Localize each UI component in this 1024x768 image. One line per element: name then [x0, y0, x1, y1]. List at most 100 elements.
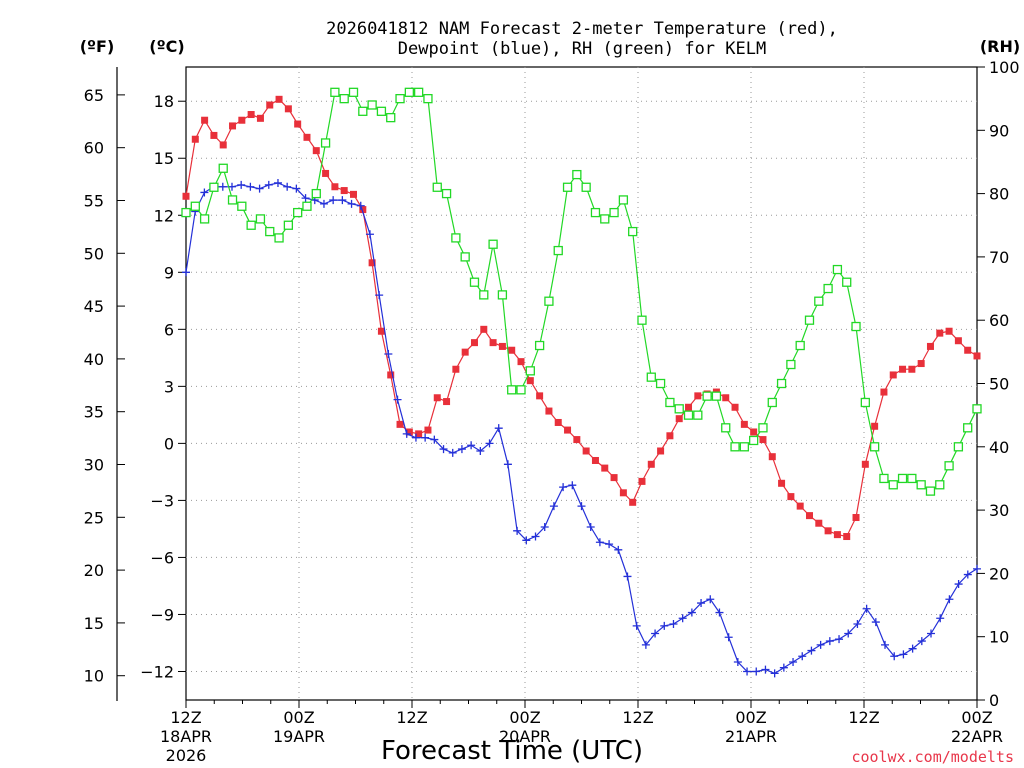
- rh-point: [888, 480, 898, 490]
- rh-point: [730, 442, 740, 452]
- dewpoint-point: [402, 429, 411, 438]
- temperature-point: [694, 392, 702, 400]
- x-tick-date-label: 19APR: [273, 727, 325, 746]
- rh-point: [823, 283, 833, 294]
- rh-point: [786, 359, 796, 370]
- rh-point: [302, 201, 312, 211]
- temperature-point: [526, 377, 534, 385]
- temperature-point: [191, 135, 199, 143]
- rh-point: [255, 214, 266, 224]
- fahrenheit-tick-label: 40: [84, 350, 104, 369]
- rh-point: [404, 87, 414, 97]
- rh-tick-label: 10: [989, 628, 1009, 647]
- chart-title-line1: 2026041812 NAM Forecast 2-meter Temperat…: [326, 19, 838, 39]
- rh-point: [963, 423, 973, 433]
- temperature-point: [629, 498, 637, 506]
- dewpoint-point: [945, 595, 954, 604]
- rh-point: [497, 290, 508, 300]
- fahrenheit-tick-label: 45: [84, 297, 104, 316]
- dewpoint-point: [770, 669, 779, 678]
- plot-frame: [185, 66, 978, 701]
- temperature-point: [340, 187, 348, 195]
- dewpoint-point: [973, 564, 981, 573]
- dewpoint-point: [264, 180, 273, 189]
- temperature-point: [917, 360, 925, 368]
- temperature-point: [666, 432, 674, 440]
- temperature-point: [647, 460, 655, 468]
- temperature-point: [582, 447, 590, 455]
- dewpoint-point: [393, 395, 402, 404]
- dewpoint-point: [605, 540, 614, 549]
- temperature-point: [294, 120, 302, 128]
- dewpoint-point: [789, 657, 798, 666]
- rh-point: [525, 366, 535, 376]
- series-layer: [181, 87, 982, 678]
- rh-point: [851, 321, 861, 332]
- rh-tick-label: 80: [989, 185, 1009, 204]
- fahrenheit-tick-label: 20: [84, 561, 104, 580]
- temperature-point: [954, 337, 962, 345]
- temperature-point: [945, 327, 953, 335]
- rh-point: [749, 435, 759, 446]
- celsius-tick-label: 9: [164, 263, 174, 282]
- dewpoint-point: [503, 460, 512, 469]
- dewpoint-point: [485, 439, 494, 448]
- fahrenheit-tick-label: 55: [84, 191, 104, 210]
- dewpoint-point: [687, 608, 696, 617]
- temperature-point: [229, 122, 237, 130]
- dewpoint-point: [356, 201, 365, 210]
- temperature-point: [452, 365, 460, 373]
- rh-point: [320, 138, 331, 148]
- temperature-point: [601, 464, 609, 472]
- dewpoint-point: [421, 433, 430, 442]
- dewpoint-point: [835, 635, 844, 644]
- dewpoint-point: [927, 629, 936, 638]
- rh-point: [376, 106, 387, 116]
- temperature-point: [377, 327, 385, 335]
- temperature-point: [536, 392, 544, 400]
- fahrenheit-tick-label: 10: [84, 667, 104, 686]
- x-tick-hour-label: 12Z: [622, 708, 653, 727]
- grid-lines: [186, 67, 977, 700]
- dewpoint-point: [743, 667, 752, 676]
- dewpoint-point: [237, 180, 246, 189]
- temperature-point: [908, 365, 916, 373]
- rh-point: [693, 410, 703, 420]
- temperature-point: [778, 479, 786, 487]
- celsius-tick-label: −12: [140, 662, 174, 681]
- rh-point: [953, 442, 964, 452]
- temperature-point: [750, 428, 758, 436]
- temperature-point: [266, 101, 274, 109]
- rh-point: [600, 214, 610, 224]
- temperature-point: [405, 428, 413, 436]
- rh-point: [674, 404, 684, 414]
- dewpoint-point: [273, 178, 282, 187]
- rh-point: [488, 239, 498, 249]
- celsius-tick-label: −3: [150, 491, 174, 510]
- rh-point: [460, 252, 470, 262]
- dewpoint-point: [283, 182, 292, 191]
- temperature-point: [387, 371, 395, 379]
- temperature-point: [815, 519, 823, 527]
- dewpoint-point: [411, 433, 420, 442]
- rh-point: [897, 473, 908, 484]
- dewpoint-point: [329, 196, 338, 205]
- axis-ticks: 1815129630−3−6−9−12656055504540353025201…: [84, 58, 1020, 765]
- temperature-line: [185, 98, 978, 538]
- dewpoint-point: [365, 230, 374, 239]
- celsius-tick-label: 6: [164, 320, 174, 339]
- x-tick-hour-label: 00Z: [283, 708, 314, 727]
- rh-point: [907, 473, 917, 484]
- rh-point: [916, 480, 926, 490]
- dewpoint-point: [825, 637, 834, 646]
- rh-point: [814, 296, 824, 306]
- dewpoint-point: [522, 536, 531, 545]
- dewpoint-point: [540, 523, 549, 532]
- rh-point: [190, 201, 200, 211]
- temperature-point: [312, 147, 320, 155]
- rh-tick-label: 50: [989, 375, 1009, 394]
- temperature-point: [805, 512, 813, 520]
- temperature-point: [889, 371, 897, 379]
- celsius-tick-label: 0: [164, 434, 174, 453]
- dewpoint-point: [715, 608, 724, 617]
